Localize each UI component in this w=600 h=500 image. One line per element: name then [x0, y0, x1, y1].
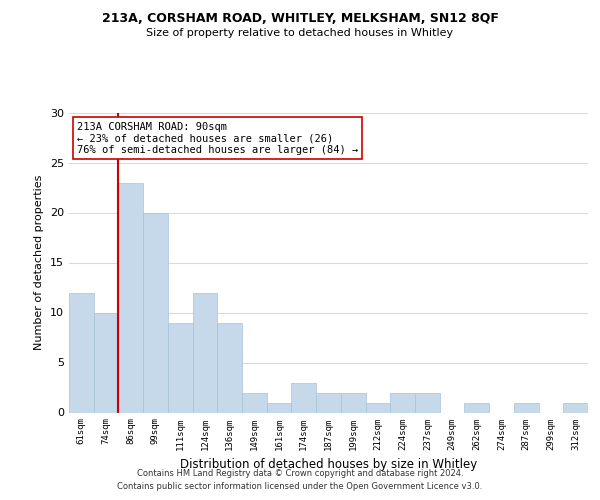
- Bar: [563, 402, 588, 412]
- Y-axis label: Number of detached properties: Number of detached properties: [34, 175, 44, 350]
- Bar: [94, 312, 118, 412]
- Bar: [365, 402, 390, 412]
- X-axis label: Distribution of detached houses by size in Whitley: Distribution of detached houses by size …: [180, 458, 477, 471]
- Bar: [193, 292, 217, 412]
- Text: Contains public sector information licensed under the Open Government Licence v3: Contains public sector information licen…: [118, 482, 482, 491]
- Bar: [464, 402, 489, 412]
- Bar: [514, 402, 539, 412]
- Text: Size of property relative to detached houses in Whitley: Size of property relative to detached ho…: [146, 28, 454, 38]
- Bar: [168, 322, 193, 412]
- Text: 213A, CORSHAM ROAD, WHITLEY, MELKSHAM, SN12 8QF: 213A, CORSHAM ROAD, WHITLEY, MELKSHAM, S…: [101, 12, 499, 26]
- Bar: [341, 392, 365, 412]
- Bar: [242, 392, 267, 412]
- Bar: [415, 392, 440, 412]
- Text: 213A CORSHAM ROAD: 90sqm
← 23% of detached houses are smaller (26)
76% of semi-d: 213A CORSHAM ROAD: 90sqm ← 23% of detach…: [77, 122, 358, 154]
- Text: Contains HM Land Registry data © Crown copyright and database right 2024.: Contains HM Land Registry data © Crown c…: [137, 468, 463, 477]
- Bar: [69, 292, 94, 412]
- Bar: [292, 382, 316, 412]
- Bar: [316, 392, 341, 412]
- Bar: [267, 402, 292, 412]
- Bar: [217, 322, 242, 412]
- Bar: [118, 182, 143, 412]
- Bar: [143, 212, 168, 412]
- Bar: [390, 392, 415, 412]
